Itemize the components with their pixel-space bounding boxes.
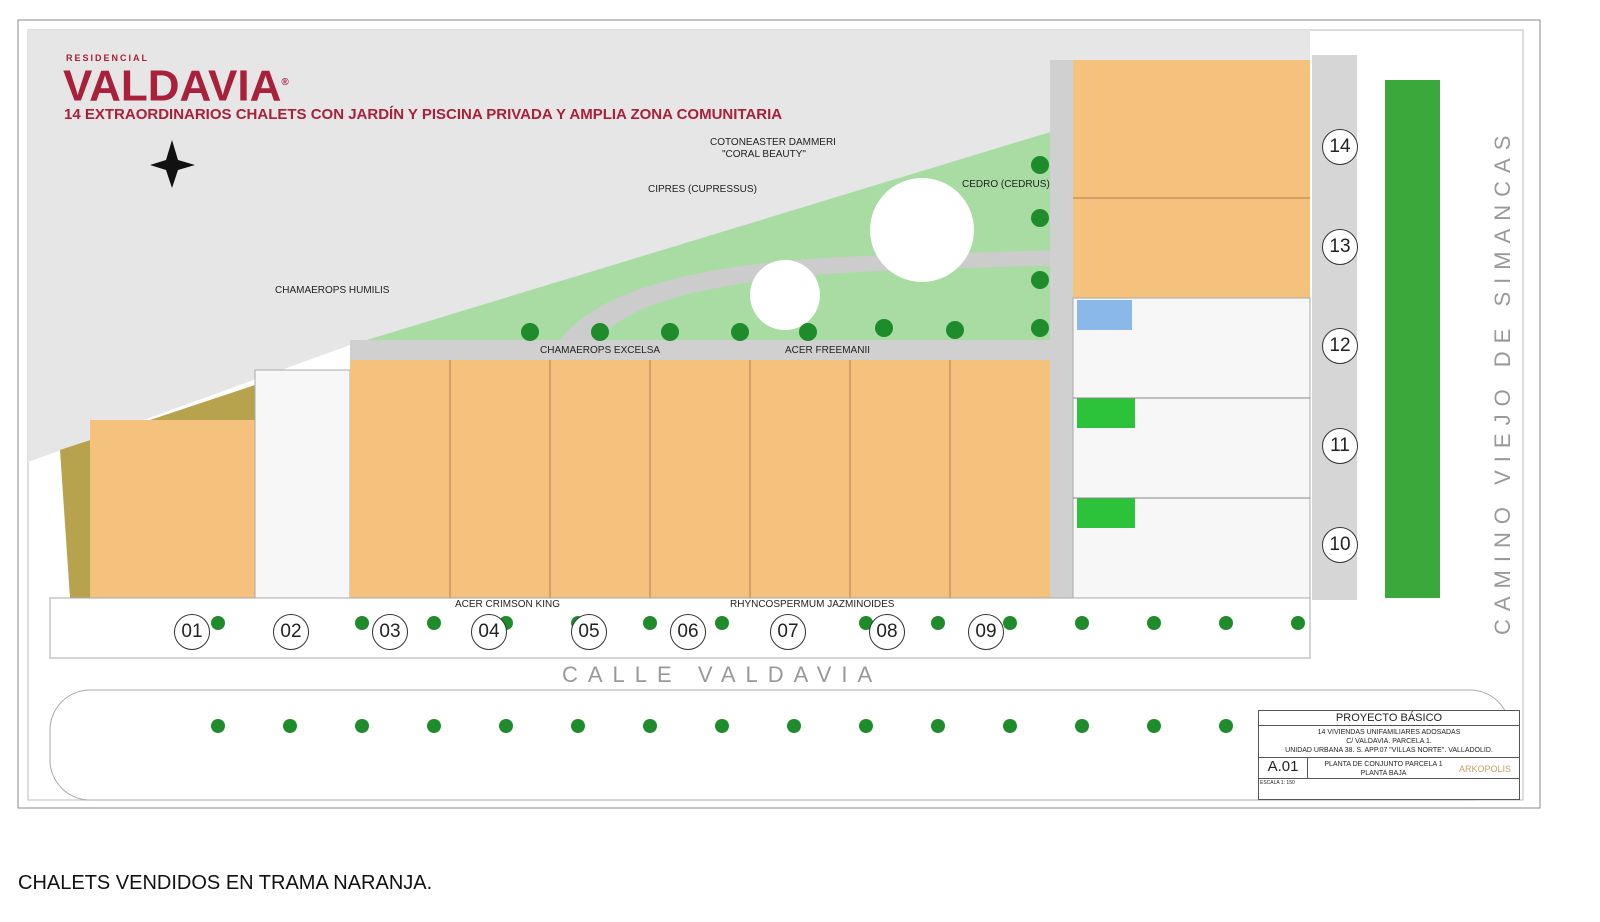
community-garden bbox=[350, 125, 1073, 345]
side-street-name: CAMINO VIEJO DE SIMANCAS bbox=[1490, 127, 1515, 635]
sheet-title: PLANTA DE CONJUNTO PARCELA 1 PLANTA BAJA bbox=[1324, 761, 1443, 777]
plant-label: CEDRO (CEDRUS) bbox=[962, 179, 1050, 190]
unit-05[interactable]: 05 bbox=[571, 614, 607, 650]
plant-label: ACER CRIMSON KING bbox=[455, 599, 561, 610]
caption: CHALETS VENDIDOS EN TRAMA NARANJA. bbox=[18, 872, 433, 894]
unit-12[interactable]: 12 bbox=[1322, 328, 1358, 364]
sheet-number: A.01 bbox=[1259, 758, 1308, 778]
plant-label: RHYNCOSPERMUM JAZMINOIDES bbox=[730, 599, 895, 610]
plant-label: "CORAL BEAUTY" bbox=[722, 149, 806, 160]
street-name: CALLE VALDAVIA bbox=[562, 662, 883, 687]
plant-label: CHAMAEROPS HUMILIS bbox=[275, 285, 390, 296]
unit-06[interactable]: 06 bbox=[670, 614, 706, 650]
unit-10[interactable]: 10 bbox=[1322, 527, 1358, 563]
unit-02[interactable]: 02 bbox=[273, 614, 309, 650]
unit-01[interactable]: 01 bbox=[174, 614, 210, 650]
brand-pre: RESIDENCIAL bbox=[66, 53, 150, 63]
empty-plot bbox=[28, 30, 1310, 462]
unit-03[interactable]: 03 bbox=[372, 614, 408, 650]
unit-07[interactable]: 07 bbox=[770, 614, 806, 650]
unit-09[interactable]: 09 bbox=[968, 614, 1004, 650]
brand-name: VALDAVIA® bbox=[63, 61, 289, 111]
unit-08[interactable]: 08 bbox=[869, 614, 905, 650]
unit-11[interactable]: 11 bbox=[1322, 428, 1358, 464]
architect-logo: ARKOPOLIS bbox=[1459, 764, 1512, 774]
title-block: PROYECTO BÁSICO 14 VIVIENDAS UNIFAMILIAR… bbox=[1258, 710, 1520, 800]
north-arrow bbox=[150, 140, 195, 188]
plant-label: CIPRES (CUPRESSUS) bbox=[648, 184, 757, 195]
unit-14[interactable]: 14 bbox=[1322, 129, 1358, 165]
unit-04[interactable]: 04 bbox=[471, 614, 507, 650]
project-desc: 14 VIVIENDAS UNIFAMILIARES ADOSADAS C/ VA… bbox=[1259, 726, 1519, 758]
plant-label: CHAMAEROPS EXCELSA bbox=[540, 345, 661, 356]
green-strip bbox=[1385, 80, 1440, 598]
brand-tagline: 14 EXTRAORDINARIOS CHALETS CON JARDÍN Y … bbox=[64, 106, 783, 123]
plant-label: COTONEASTER DAMMERI bbox=[710, 137, 836, 148]
plant-label: ACER FREEMANII bbox=[785, 345, 871, 356]
unit-13[interactable]: 13 bbox=[1322, 229, 1358, 265]
project-type: PROYECTO BÁSICO bbox=[1259, 711, 1519, 726]
